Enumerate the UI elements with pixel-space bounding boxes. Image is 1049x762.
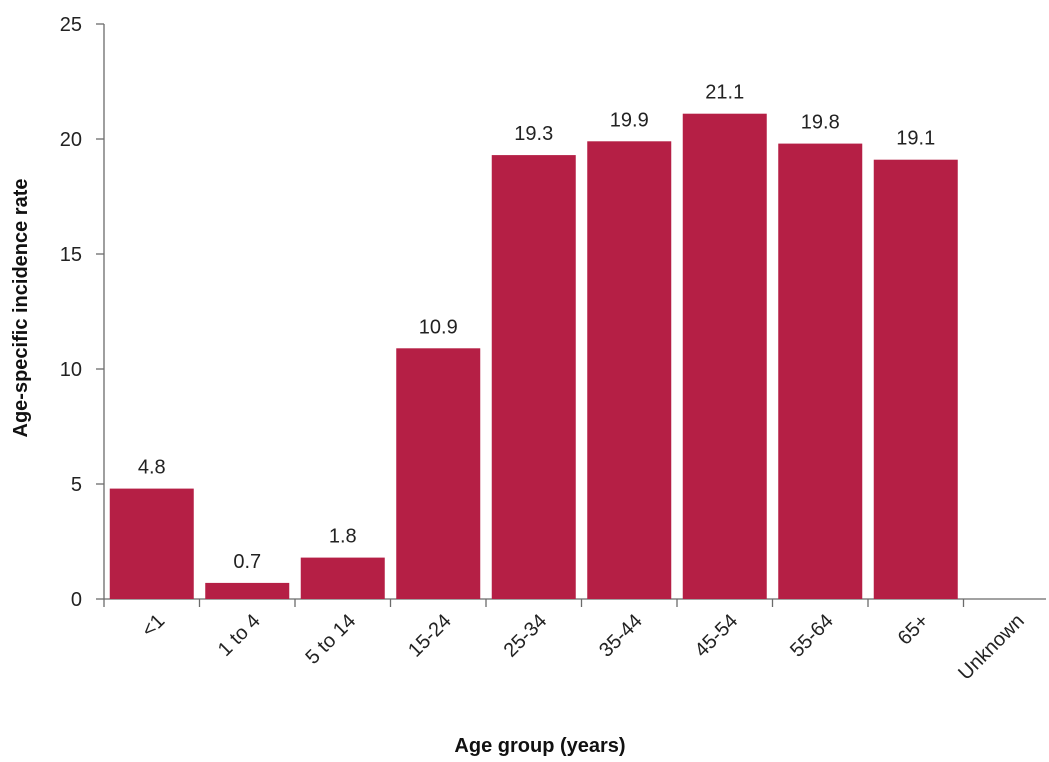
y-tick-label: 20 bbox=[60, 129, 82, 151]
bar bbox=[873, 159, 958, 599]
bar bbox=[587, 141, 672, 600]
x-tick-label: 25-34 bbox=[500, 610, 552, 662]
x-tick-label: 35-44 bbox=[595, 610, 647, 662]
data-label: 4.8 bbox=[138, 457, 166, 479]
x-tick-labels: <1 1 to 4 5 to 14 15-24 25-34 35-44 45-54 55-64… bbox=[138, 610, 1029, 685]
x-tick-label: <1 bbox=[138, 610, 170, 642]
data-label: 19.8 bbox=[801, 112, 840, 134]
y-axis-title: Age-specific incidence rate bbox=[10, 179, 32, 438]
x-tick-label: 65+ bbox=[894, 610, 934, 650]
y-tick-label: 5 bbox=[71, 474, 82, 496]
data-label: 19.1 bbox=[896, 128, 935, 150]
x-tick-label: 15-24 bbox=[404, 610, 456, 662]
y-tick-label: 10 bbox=[60, 359, 82, 381]
x-tick-label: Unknown bbox=[954, 610, 1029, 685]
data-label: 10.9 bbox=[419, 316, 458, 338]
x-tick-label: 45-54 bbox=[691, 610, 743, 662]
data-label: 19.9 bbox=[610, 109, 649, 131]
y-tick-label: 0 bbox=[71, 589, 82, 611]
bar bbox=[300, 557, 385, 599]
bar bbox=[491, 155, 576, 599]
y-axis: 0 5 10 15 20 25 bbox=[60, 14, 105, 611]
bar bbox=[109, 488, 194, 599]
data-labels: 4.8 0.7 1.8 10.9 19.3 19.9 21.1 19.8 19.1 bbox=[138, 82, 935, 573]
bar bbox=[205, 582, 290, 599]
x-tick-label: 55-64 bbox=[786, 610, 838, 662]
y-tick-label: 25 bbox=[60, 14, 82, 36]
x-tick-label: 1 to 4 bbox=[214, 610, 265, 661]
x-tick-label: 5 to 14 bbox=[301, 610, 360, 669]
data-label: 21.1 bbox=[705, 82, 744, 104]
y-tick-label: 15 bbox=[60, 244, 82, 266]
bar bbox=[778, 143, 863, 599]
data-label: 1.8 bbox=[329, 526, 357, 548]
x-axis bbox=[103, 598, 1046, 607]
data-label: 19.3 bbox=[514, 123, 553, 145]
bar bbox=[396, 348, 481, 599]
bars bbox=[109, 113, 958, 600]
x-axis-title: Age group (years) bbox=[454, 735, 625, 757]
data-label: 0.7 bbox=[233, 551, 261, 573]
bar bbox=[682, 113, 767, 599]
